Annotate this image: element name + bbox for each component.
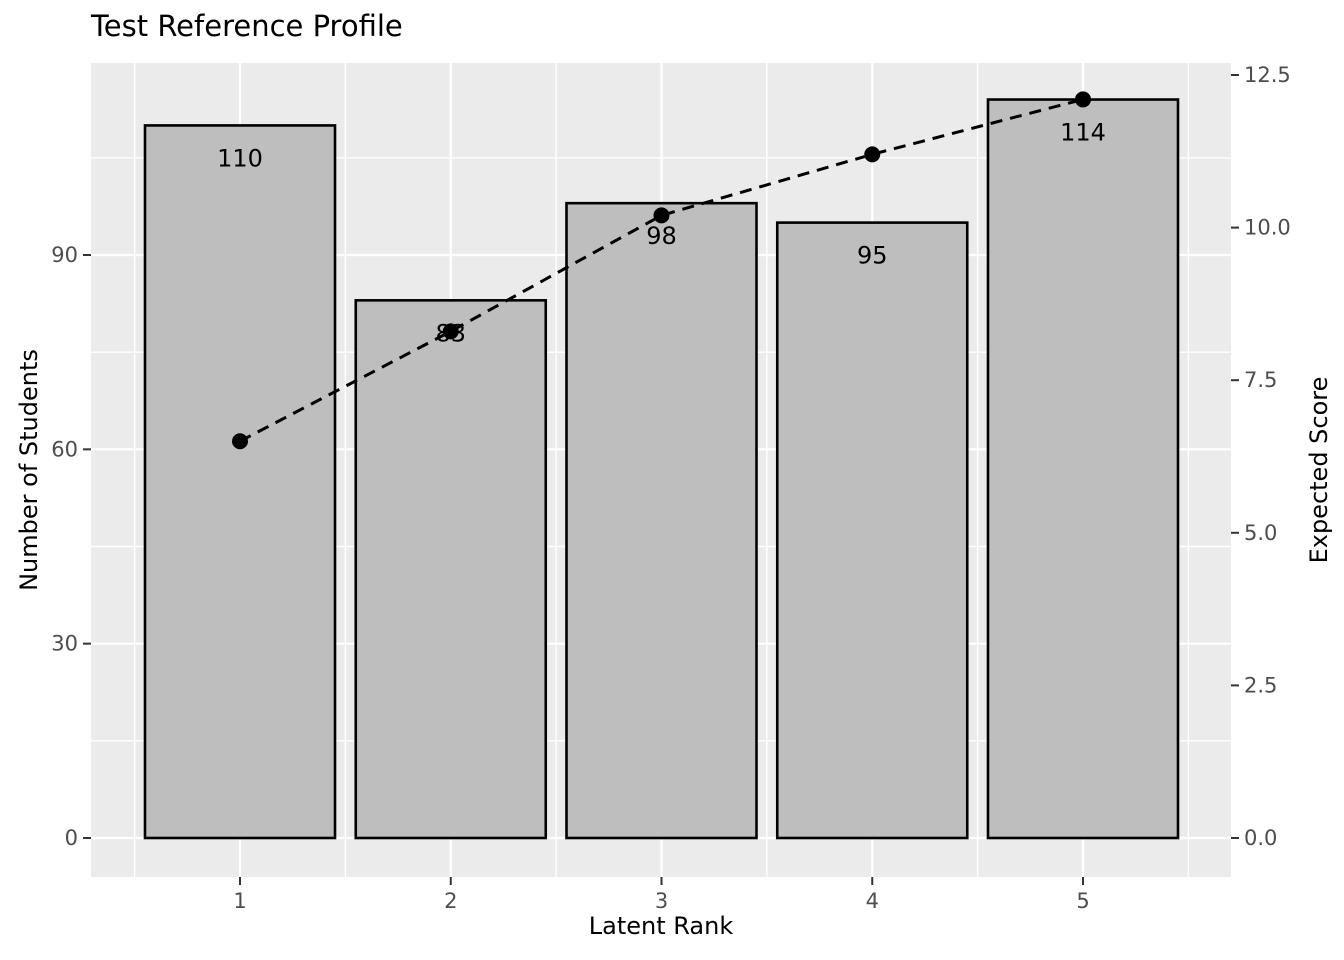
x-tick-label: 3 bbox=[655, 889, 668, 913]
bar bbox=[565, 201, 758, 840]
y-right-tick-label: 2.5 bbox=[1244, 673, 1277, 697]
bar bbox=[143, 124, 337, 840]
trend-point bbox=[864, 146, 881, 163]
bar bbox=[354, 299, 548, 840]
y-right-tick-label: 0.0 bbox=[1244, 826, 1277, 850]
x-tick-label: 2 bbox=[444, 889, 457, 913]
bar bbox=[775, 221, 969, 840]
chart-title: Test Reference Profile bbox=[91, 9, 403, 43]
x-tick-label: 5 bbox=[1076, 889, 1089, 913]
y-right-tick-label: 7.5 bbox=[1244, 368, 1277, 392]
trend-point bbox=[442, 323, 459, 340]
y-right-tick-label: 5.0 bbox=[1244, 521, 1277, 545]
bar bbox=[986, 98, 1180, 840]
bar-value-label: 98 bbox=[646, 222, 677, 250]
x-axis-title: Latent Rank bbox=[588, 912, 734, 940]
trend-point bbox=[653, 207, 670, 224]
y-left-tick-label: 90 bbox=[51, 243, 78, 267]
y-left-tick-label: 60 bbox=[51, 437, 78, 461]
bar-value-label: 95 bbox=[857, 242, 888, 270]
x-tick-label: 1 bbox=[233, 889, 246, 913]
y-right-tick-label: 12.5 bbox=[1244, 63, 1291, 87]
y-left-tick-label: 0 bbox=[65, 826, 78, 850]
trend-point bbox=[1075, 91, 1091, 108]
x-tick-label: 4 bbox=[866, 889, 879, 913]
trend-point bbox=[232, 433, 248, 450]
bar-value-label: 110 bbox=[217, 144, 263, 172]
bar-value-label: 114 bbox=[1060, 119, 1106, 147]
y-axis-title-left: Number of Students bbox=[15, 349, 43, 591]
y-left-tick-label: 30 bbox=[51, 632, 78, 656]
y-axis-title-right: Expected Score bbox=[1305, 376, 1333, 564]
y-right-tick-label: 10.0 bbox=[1244, 216, 1291, 240]
trend-line bbox=[239, 97, 1084, 443]
